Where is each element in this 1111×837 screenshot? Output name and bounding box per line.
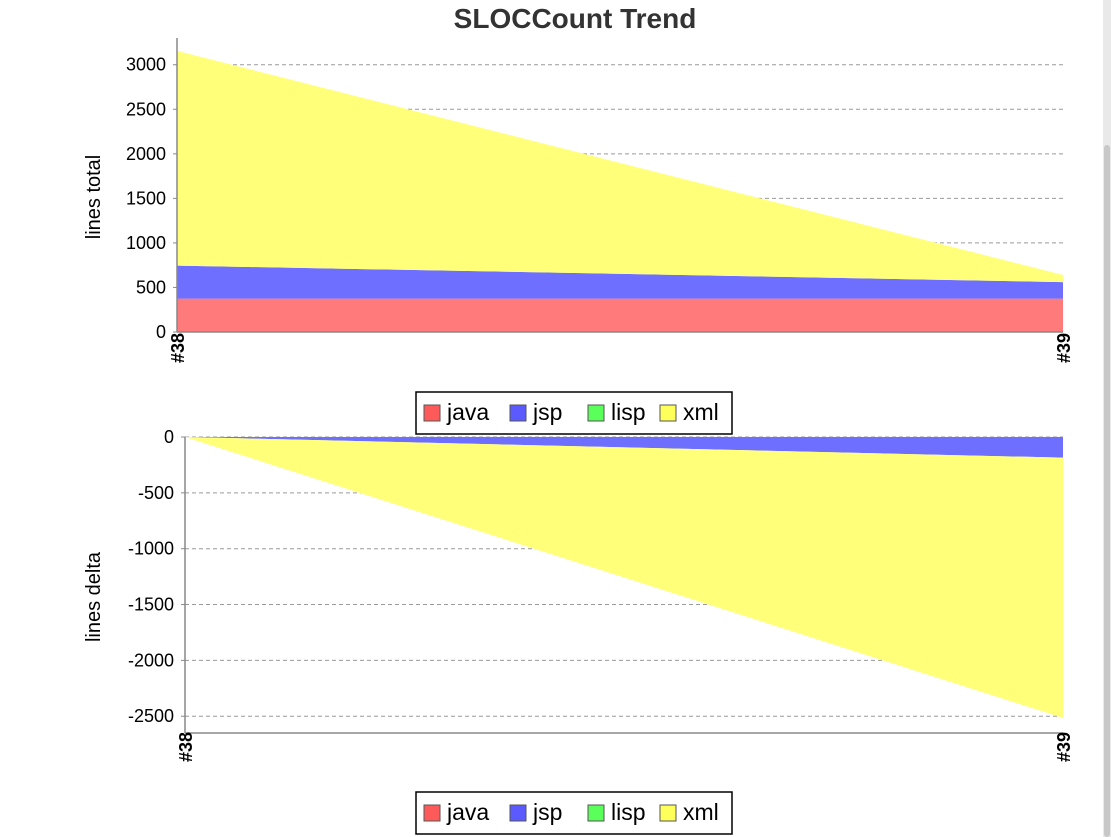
legend-swatch-lisp [587, 404, 605, 422]
y-tick-label: -2000 [128, 650, 174, 670]
legend-box [415, 791, 733, 835]
area-java [177, 298, 1063, 332]
bottom-y-axis-label: lines delta [83, 551, 105, 642]
y-tick-label: 3000 [126, 55, 166, 75]
legend-label-java: java [446, 799, 489, 825]
y-tick-label: 1000 [126, 233, 166, 253]
area-xml [185, 437, 1063, 718]
legend-swatch-jsp [509, 404, 527, 422]
area-jsp [177, 265, 1063, 299]
legend-label-jsp: jsp [532, 399, 562, 425]
top-y-ticks: 0 500 1000 1500 2000 2500 3000 [126, 55, 177, 342]
bottom-panel-lines-delta: 0 -500 -1000 -1500 -2000 -2500 #38 #39 lines d… [83, 427, 1074, 835]
y-tick-label: -500 [138, 483, 174, 503]
legend-label-lisp: lisp [611, 799, 646, 825]
bottom-y-ticks: 0 -500 -1000 -1500 -2000 -2500 [128, 427, 185, 726]
bottom-legend: java jsp lisp xml [415, 791, 733, 835]
legend-label-jsp: jsp [532, 799, 562, 825]
x-tick-label: #39 [1054, 732, 1074, 762]
y-tick-label: -1000 [128, 539, 174, 559]
top-areas [177, 50, 1063, 332]
y-tick-label: 500 [136, 277, 166, 297]
bottom-areas [185, 437, 1063, 718]
bottom-axes [184, 437, 1063, 734]
legend-swatch-lisp [587, 804, 605, 822]
x-tick-label: #39 [1054, 333, 1074, 363]
legend-label-lisp: lisp [611, 399, 646, 425]
legend-swatch-java [423, 404, 441, 422]
legend-swatch-xml [659, 404, 677, 422]
y-tick-label: 1500 [126, 188, 166, 208]
top-axes [176, 38, 1063, 333]
y-tick-label: 0 [164, 427, 174, 447]
top-y-axis-label: lines total [83, 155, 105, 240]
area-jsp [185, 437, 1063, 458]
top-panel-lines-total: 0 500 1000 1500 2000 2500 3000 #38 #39 lines to… [83, 38, 1074, 435]
legend-label-xml: xml [683, 399, 719, 425]
y-tick-label: 2500 [126, 99, 166, 119]
y-tick-label: -2500 [128, 706, 174, 726]
legend-swatch-jsp [509, 804, 527, 822]
x-tick-label: #38 [176, 732, 196, 762]
legend-swatch-java [423, 804, 441, 822]
y-tick-label: 2000 [126, 144, 166, 164]
y-tick-label: -1500 [128, 595, 174, 615]
legend-label-xml: xml [683, 799, 719, 825]
y-tick-label: 0 [156, 322, 166, 342]
chart-title: SLOCCount Trend [454, 3, 697, 34]
legend-swatch-xml [659, 804, 677, 822]
top-x-ticks: #38 #39 [168, 333, 1074, 363]
scrollbar-thumb[interactable] [1104, 145, 1110, 837]
top-legend: java jsp lisp xml [415, 391, 733, 435]
x-tick-label: #38 [168, 333, 188, 363]
legend-label-java: java [446, 399, 489, 425]
bottom-x-ticks: #38 #39 [176, 732, 1074, 762]
area-xml [177, 50, 1063, 283]
legend-box [415, 391, 733, 435]
